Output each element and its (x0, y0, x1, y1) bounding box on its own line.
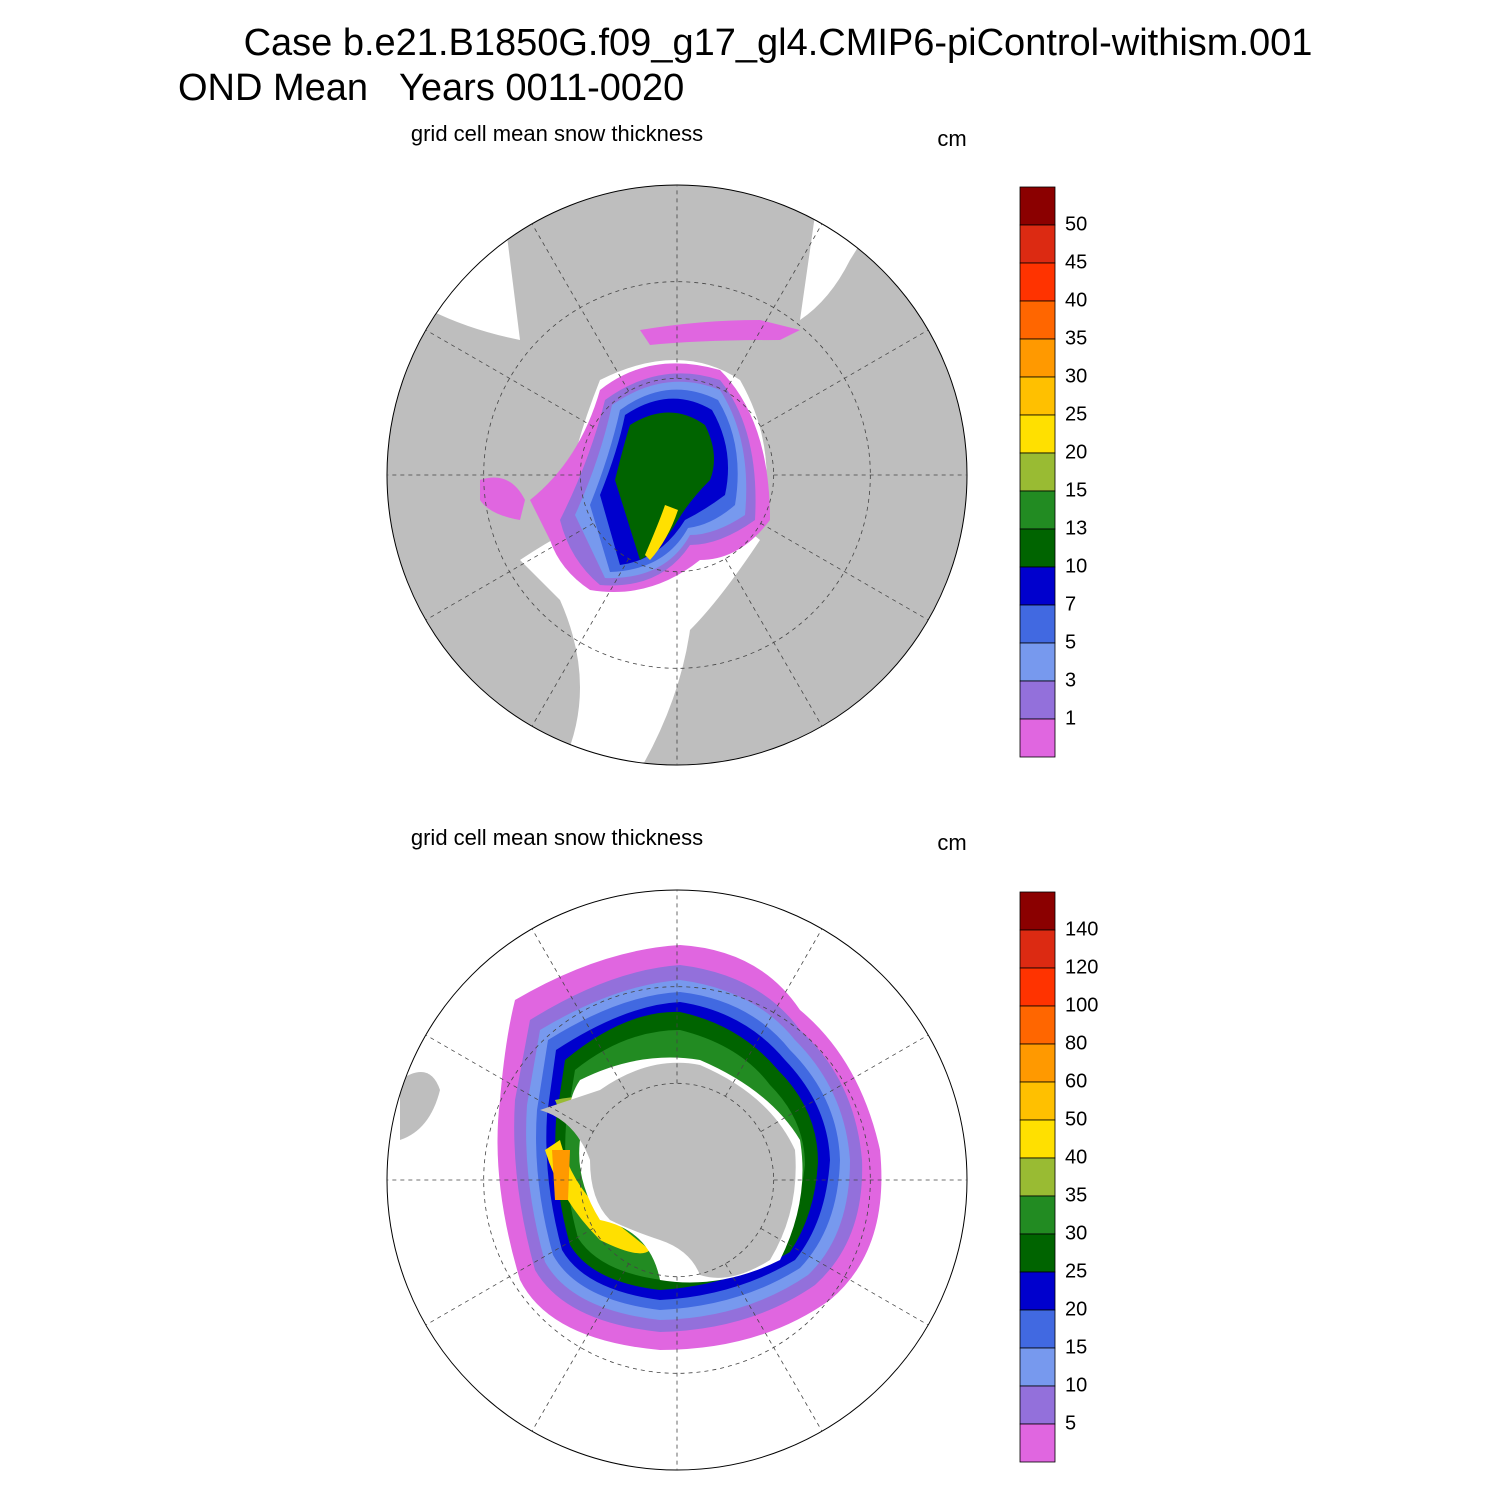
colorbar-box (1019, 1195, 1056, 1235)
colorbar-box (1019, 1233, 1056, 1273)
graticule (531, 1263, 630, 1432)
colorbar-box (1019, 224, 1056, 264)
colorbar-box (1019, 566, 1056, 606)
colorbar-box (1019, 452, 1056, 492)
graticule (425, 1227, 594, 1326)
colorbar-label: 15 (1065, 479, 1087, 501)
graticule (760, 1034, 929, 1133)
colorbar-box (1019, 967, 1056, 1007)
colorbar-box (1019, 338, 1056, 378)
panel-title: grid cell mean snow thickness (411, 121, 703, 146)
units: cm (937, 830, 966, 855)
graticule (531, 223, 630, 392)
colorbar-box (1019, 1157, 1056, 1197)
units: cm (937, 126, 966, 151)
colorbar-label: 40 (1065, 1146, 1087, 1168)
colorbar-box (1019, 929, 1056, 969)
antarctic-map (386, 889, 968, 1471)
graticule (724, 223, 823, 392)
colorbar-box (1019, 1423, 1056, 1463)
colorbar-box (1019, 1043, 1056, 1083)
colorbar-label: 10 (1065, 555, 1087, 577)
colorbar-box (1019, 414, 1056, 454)
panel-title: grid cell mean snow thickness (411, 825, 703, 850)
colorbar-label: 25 (1065, 403, 1087, 425)
graticule (760, 522, 929, 621)
graticule (760, 1227, 929, 1326)
colorbar-box (1019, 1271, 1056, 1311)
graticule (724, 558, 823, 727)
title-line-1: Case b.e21.B1850G.f09_g17_gl4.CMIP6-piCo… (244, 22, 1313, 64)
colorbar-label: 5 (1065, 631, 1076, 653)
graticule (579, 1082, 775, 1278)
colorbar-label: 5 (1065, 1412, 1076, 1434)
colorbar-box (1019, 376, 1056, 416)
title-line-2: OND Mean Years 0011-0020 (178, 67, 684, 109)
colorbar-box (1019, 1081, 1056, 1121)
graticule (425, 1034, 594, 1133)
graticule (724, 1263, 823, 1432)
colorbar-label: 35 (1065, 1184, 1087, 1206)
colorbar-label: 80 (1065, 1032, 1087, 1054)
colorbar-label: 3 (1065, 669, 1076, 691)
colorbar-label: 7 (1065, 593, 1076, 615)
colorbar-label: 15 (1065, 1336, 1087, 1358)
graticule (760, 329, 929, 428)
colorbar-box (1019, 186, 1056, 226)
colorbar-label: 60 (1065, 1070, 1087, 1092)
colorbar-label: 25 (1065, 1260, 1087, 1282)
colorbar-label: 30 (1065, 1222, 1087, 1244)
colorbar-box (1019, 528, 1056, 568)
colorbar-label: 100 (1065, 994, 1098, 1016)
colorbar-box (1019, 1385, 1056, 1425)
graticule (724, 928, 823, 1097)
colorbar-box (1019, 1119, 1056, 1159)
colorbar-box (1019, 604, 1056, 644)
colorbar-label: 45 (1065, 251, 1087, 273)
graticule (425, 522, 594, 621)
colorbar: 140 120 100 80 60 50 40 35 30 25 20 15 10 5 (1019, 891, 1098, 1463)
graticule (531, 558, 630, 727)
colorbar-label: 30 (1065, 365, 1087, 387)
graticule (425, 329, 594, 428)
graticule (579, 377, 775, 573)
colorbar-label: 120 (1065, 956, 1098, 978)
graticule (531, 928, 630, 1097)
colorbar: 50 45 40 35 30 25 20 15 13 10 7 5 3 1 (1019, 186, 1087, 758)
colorbar-label: 35 (1065, 327, 1087, 349)
colorbar-box (1019, 1005, 1056, 1045)
colorbar-box (1019, 300, 1056, 340)
colorbar-box (1019, 642, 1056, 682)
colorbar-box (1019, 1347, 1056, 1387)
colorbar-label: 1 (1065, 707, 1076, 729)
colorbar-label: 50 (1065, 1108, 1087, 1130)
colorbar-box (1019, 262, 1056, 302)
colorbar-box (1019, 1309, 1056, 1349)
arctic-map (386, 184, 968, 766)
colorbar-box (1019, 680, 1056, 720)
colorbar-label: 40 (1065, 289, 1087, 311)
colorbar-label: 50 (1065, 213, 1087, 235)
colorbar-box (1019, 718, 1056, 758)
colorbar-label: 13 (1065, 517, 1087, 539)
colorbar-label: 20 (1065, 441, 1087, 463)
colorbar-box (1019, 490, 1056, 530)
colorbar-box (1019, 891, 1056, 931)
colorbar-label: 140 (1065, 918, 1098, 940)
colorbar-label: 10 (1065, 1374, 1087, 1396)
colorbar-label: 20 (1065, 1298, 1087, 1320)
